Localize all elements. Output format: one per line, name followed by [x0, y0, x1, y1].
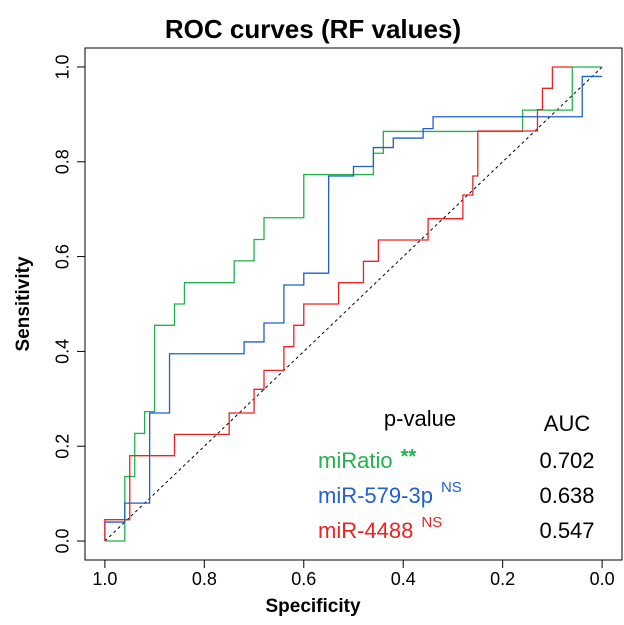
legend-entry: miRatio ** — [318, 446, 416, 473]
roc-curve — [104, 75, 603, 542]
y-tick-label: 0.2 — [53, 434, 73, 459]
x-tick-label: 0.8 — [192, 569, 217, 589]
legend-significance: ** — [401, 446, 417, 468]
legend-entry: miR-4488 NS — [318, 514, 442, 543]
auc-value: 0.547 — [539, 518, 594, 543]
y-tick-label: 0.8 — [53, 149, 73, 174]
x-tick-label: 1.0 — [92, 569, 117, 589]
legend-header: p-value — [384, 406, 456, 431]
y-tick-label: 0.0 — [53, 529, 73, 554]
roc-curve — [104, 66, 603, 542]
legend-entry: miR-579-3p NS — [318, 479, 462, 508]
legend-significance: NS — [441, 479, 462, 496]
y-tick-label: 1.0 — [53, 54, 73, 79]
y-tick-label: 0.4 — [53, 339, 73, 364]
x-tick-label: 0.0 — [590, 569, 615, 589]
auc-header: AUC — [544, 411, 591, 436]
plot-frame — [84, 47, 623, 561]
x-tick-label: 0.4 — [391, 569, 416, 589]
legend-significance: NS — [421, 514, 442, 531]
chart-title: ROC curves (RF values) — [165, 14, 461, 44]
reference-diagonal — [104, 66, 603, 542]
auc-value: 0.702 — [539, 448, 594, 473]
y-tick-label: 0.6 — [53, 244, 73, 269]
legend-name: miR-4488 — [318, 518, 413, 543]
x-tick-label: 0.6 — [291, 569, 316, 589]
x-tick-label: 0.2 — [490, 569, 515, 589]
x-axis-label: Specificity — [265, 596, 360, 617]
legend-name: miR-579-3p — [318, 483, 433, 508]
roc-curve — [104, 66, 573, 542]
auc-value: 0.638 — [539, 483, 594, 508]
legend-name: miRatio — [318, 448, 393, 473]
y-axis-label: Sensitivity — [13, 256, 34, 351]
